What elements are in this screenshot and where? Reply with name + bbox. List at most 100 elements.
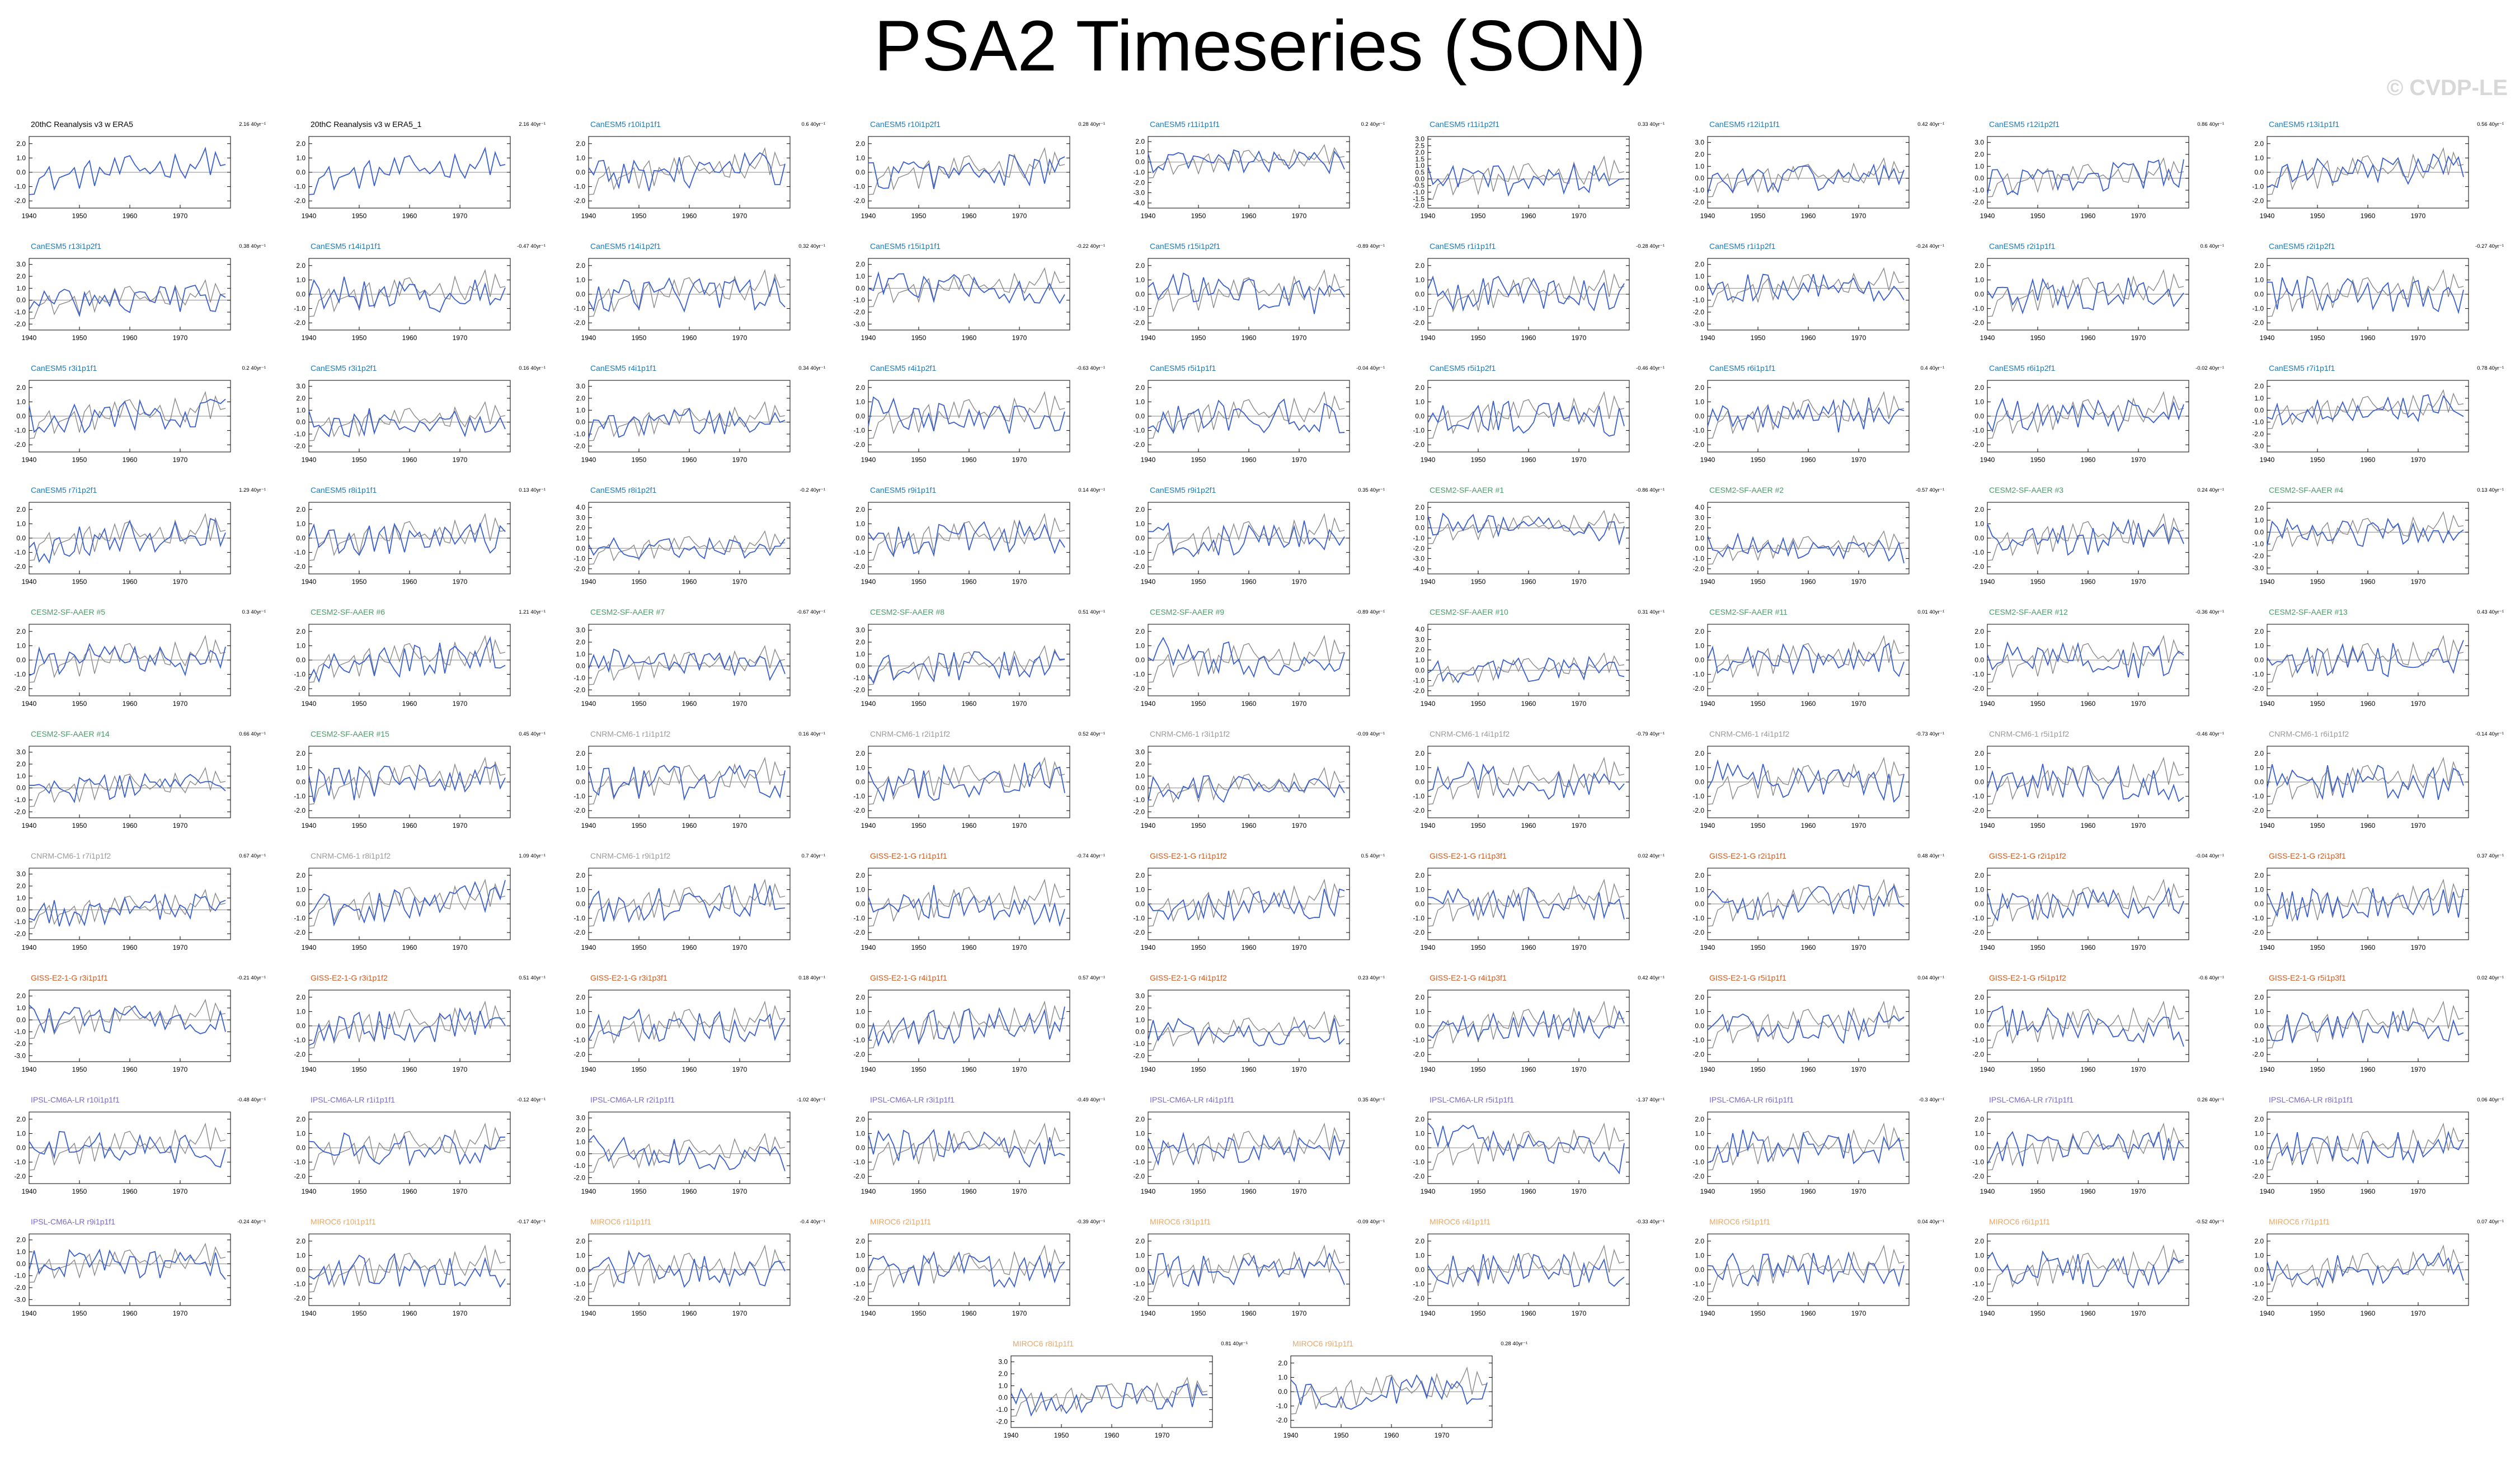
y-tick-label: 2.0 [1695,384,1704,392]
y-tick-label: -2.0 [1413,687,1424,695]
y-tick-label: 0.0 [576,1150,585,1158]
y-tick-label: 0.0 [1695,412,1704,420]
panel-plot: 2.0 1.0 0.0 -1.0 -2.0 1940 1950 1960 1970 [2252,136,2469,220]
x-tick-label: 1950 [632,944,647,951]
y-tick-label: -1.0 [1692,915,1704,922]
observed-series-line [868,1122,1065,1171]
y-tick-label: 0.0 [1415,900,1424,908]
member-series-line [1987,519,2184,556]
y-tick-label: 1.0 [1415,885,1424,893]
chart-panel: CESM2-SF-AAER #14 0.66 40yr⁻¹ 3.0 2.0 1.0 0.0… [0,727,280,848]
panel-plot: 2.0 1.0 0.0 -1.0 -2.0 1940 1950 1960 1970 [573,746,791,830]
x-tick-label: 1950 [72,456,87,464]
y-tick-label: 1.0 [2254,764,2264,771]
panel-trend-label: 1.09 40yr⁻¹ [519,853,546,859]
panel-trend-label: -0.6 40yr⁻¹ [2198,975,2224,981]
x-tick-label: 1960 [1242,212,1257,220]
member-series-line [2267,640,2464,677]
panel-plot: 2.0 1.0 0.0 -1.0 -2.0 1940 1950 1960 1970 [853,868,1070,951]
y-tick-label: 2.0 [16,760,26,768]
y-tick-label: 1.0 [16,772,26,780]
observed-series-line [1987,878,2184,927]
y-tick-label: -4.0 [1133,199,1145,207]
chart-panel: IPSL-CM6A-LR r7i1p1f1 0.26 40yr⁻¹ 2.0 1.0 0.… [1958,1093,2238,1214]
y-tick-label: -2.0 [294,685,305,692]
panel-trend-label: 0.42 40yr⁻¹ [1638,975,1665,981]
panel-plot: 2.0 1.0 0.0 -1.0 -2.0 1940 1950 1960 1970 [1413,258,1630,342]
y-tick-label: 1.0 [16,284,26,292]
y-tick-label: 1.0 [1278,1373,1287,1381]
y-tick-label: -3.0 [2252,564,2264,572]
member-series-line [588,152,786,191]
panel-plot: 2.0 1.0 0.0 -1.0 -2.0 1940 1950 1960 1970 [853,380,1070,464]
x-tick-label: 1940 [581,944,596,951]
observed-series-line [29,279,226,319]
y-tick-label: -2.0 [1413,441,1424,449]
chart-panel: CNRM-CM6-1 r9i1p1f2 0.7 40yr⁻¹ 2.0 1.0 0.0 -1… [560,849,839,970]
panel-title: CESM2-SF-AAER #6 [311,607,385,616]
observed-series-line [588,401,786,441]
x-tick-label: 1960 [1242,822,1257,830]
y-tick-label: -1.0 [1133,915,1145,922]
x-tick-label: 1970 [1292,1188,1307,1195]
x-tick-label: 1960 [962,1066,977,1073]
x-tick-label: 1950 [1191,700,1206,708]
y-tick-label: 1.0 [1974,764,1984,771]
y-tick-label: 2.0 [1695,261,1704,268]
y-tick-label: -1.0 [14,183,26,191]
member-series-line [1148,1017,1345,1047]
panel-trend-label: -0.24 40yr⁻¹ [237,1219,266,1225]
x-tick-label: 1970 [732,1188,747,1195]
chart-panel: CNRM-CM6-1 r5i1p1f2 -0.46 40yr⁻¹ 2.0 1.0 0.0… [1958,727,2238,848]
y-tick-label: -2.0 [14,808,26,816]
y-tick-label: -2.0 [294,1172,305,1180]
x-tick-label: 1970 [2131,1309,2146,1317]
member-series-line [1427,512,1625,546]
panel-plot: 2.0 1.0 0.0 -1.0 -2.0 1940 1950 1960 1970 [2252,258,2469,342]
y-tick-label: -1.0 [1972,671,1984,679]
panel-title: CESM2-SF-AAER #15 [311,729,389,738]
y-tick-label: -2.0 [294,929,305,936]
x-tick-label: 1940 [22,334,37,342]
panel-title: 20thC Reanalysis v3 w ERA5_1 [311,120,422,129]
x-tick-label: 1970 [1292,700,1307,708]
y-tick-label: 2.0 [576,638,585,646]
y-tick-label: 2.0 [1135,1237,1145,1245]
x-tick-label: 1960 [2081,212,2096,220]
x-tick-label: 1950 [72,212,87,220]
panel-plot: 4.0 3.0 2.0 1.0 0.0 -1.0 -2.0 1940 1950 1960 1970 [1692,502,1910,586]
x-tick-label: 1960 [1801,1066,1816,1073]
x-tick-label: 1960 [962,700,977,708]
observed-series-line [1707,390,1905,439]
y-tick-label: 2.0 [16,882,26,890]
y-tick-label: 0.0 [16,784,26,792]
x-tick-label: 1960 [123,334,138,342]
y-tick-label: -2.0 [1133,1172,1145,1180]
chart-panel: CNRM-CM6-1 r4i1p1f2 -0.79 40yr⁻¹ 2.0 1.0 0.0… [1399,727,1679,848]
x-tick-label: 1950 [2310,212,2325,220]
x-tick-label: 1950 [2310,822,2325,830]
y-tick-label: 1.0 [1135,1251,1145,1259]
x-tick-label: 1950 [352,334,367,342]
y-tick-label: 2.0 [1695,1237,1704,1245]
x-tick-label: 1940 [1700,212,1715,220]
x-tick-label: 1960 [1801,944,1816,951]
x-tick-label: 1950 [352,822,367,830]
panel-title: CanESM5 r12i1p1f1 [1709,120,1780,129]
x-tick-label: 1960 [402,456,417,464]
panel-title: CanESM5 r5i1p1f1 [1150,364,1216,373]
x-tick-label: 1950 [72,944,87,951]
x-tick-label: 1970 [2131,1066,2146,1073]
y-tick-label: 0.0 [1415,412,1424,420]
x-tick-label: 1970 [1292,334,1307,342]
panel-title: CanESM5 r5i1p2f1 [1430,364,1496,373]
y-tick-label: 1.0 [296,406,305,414]
observed-series-line [308,756,506,805]
x-tick-label: 1950 [352,1309,367,1317]
x-tick-label: 1940 [2260,1309,2275,1317]
x-tick-label: 1960 [682,334,697,342]
y-tick-label: 1.0 [855,650,865,658]
member-series-line [1987,1250,2184,1289]
y-tick-label: 0.0 [1695,656,1704,664]
observed-series-line [588,147,786,195]
